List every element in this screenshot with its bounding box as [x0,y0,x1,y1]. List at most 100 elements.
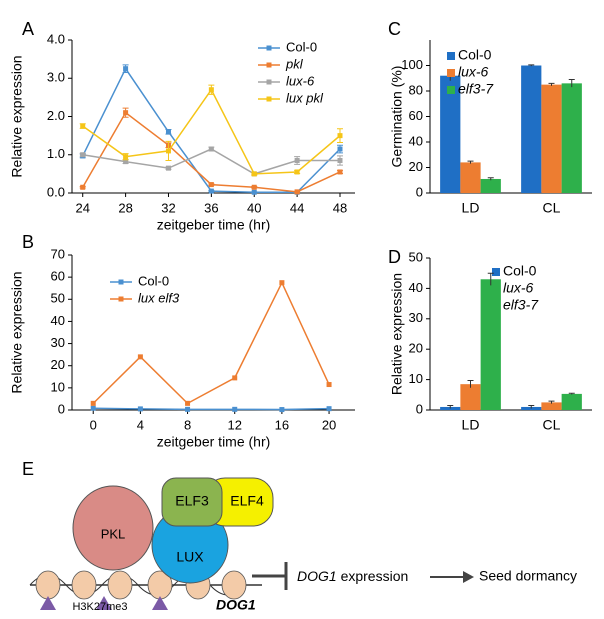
marker [123,159,129,165]
bar [521,65,542,193]
x-tick-label: 16 [275,417,289,432]
legend-marker [266,96,272,102]
marker [123,110,129,116]
y-tick-label: 30 [51,335,65,350]
marker [251,189,257,195]
expression-gene: DOG1 [297,568,337,584]
chart: A Relative expression 0.0 1.0 2.0 3.0 4.0 24 28 3… [9,19,355,233]
marker [251,184,257,190]
marker [80,123,86,129]
legend-swatch [492,302,500,310]
error-bar [467,380,474,388]
x-tick-label: LD [462,417,480,433]
marker [294,169,300,175]
marker [185,400,191,406]
y-tick-label: 100 [401,57,423,72]
legend-swatch [492,268,500,276]
legend-label: lux elf3 [138,290,180,305]
error-bar [467,160,474,164]
legend-marker [118,279,124,285]
x-tick-label: 48 [333,200,347,215]
bar [541,402,562,410]
marker [165,165,171,171]
y-tick-label: 0.0 [47,184,65,199]
marker [208,182,214,188]
elf4-label: ELF4 [230,493,264,509]
x-tick-label: 20 [322,417,336,432]
histone-mark [40,596,56,610]
error-bar [548,400,555,404]
y-axis-label: Relative expression [9,271,25,393]
marker [90,400,96,406]
marker [251,171,257,177]
y-tick-label: 3.0 [47,70,65,85]
chart: D Relative expression 0 10 20 30 40 50 LD CL Col-0… [388,247,592,433]
bar [480,279,501,410]
x-tick-label: 36 [204,200,218,215]
error-bar [447,404,454,409]
marker [208,146,214,152]
mark-label: H3K27me3 [72,601,127,613]
bar [561,393,582,410]
y-tick-label: 40 [51,313,65,328]
pkl-label: PKL [101,526,126,541]
chart: C Germination (%) 0 20 40 60 80 100 LD CL Col-0lux… [388,19,592,216]
x-tick-label: CL [543,417,561,433]
gene-label: DOG1 [216,597,256,613]
x-tick-label: 4 [137,417,144,432]
panel-label: B [22,232,34,252]
y-tick-label: 0 [416,184,423,199]
x-tick-label: 24 [75,200,89,215]
legend-label: lux pkl [286,90,324,105]
y-tick-label: 70 [51,246,65,261]
y-axis-label: Germination (%) [389,66,405,168]
lux-label: LUX [176,549,204,565]
y-axis-label: Relative expression [389,273,405,395]
bar [460,162,481,193]
panel-label: A [22,19,34,39]
legend-label: Col-0 [458,47,492,63]
y-axis-label: Relative expression [9,55,25,177]
histone-mark [152,596,168,610]
marker [123,154,129,160]
error-bar [487,177,494,181]
y-tick-label: 40 [409,280,423,295]
y-tick-label: 20 [409,341,423,356]
marker [337,133,343,139]
legend-marker [118,296,124,302]
error-bar [548,82,555,86]
y-tick-label: 0 [416,401,423,416]
x-tick-label: 28 [118,200,132,215]
marker [337,146,343,152]
histone-mark [96,596,112,610]
x-axis-label: zeitgeber time (hr) [157,434,271,450]
marker [326,382,332,388]
outcome-label: Seed dormancy [479,568,577,584]
pkl-protein [72,485,154,571]
bar [480,178,501,193]
x-tick-label: 40 [247,200,261,215]
legend-marker [266,62,272,68]
diagram: E PKL LUX ELF3 ELF4 H3K27me3 DOG1 DOG1 e… [22,459,577,613]
marker [80,152,86,158]
marker [185,406,191,412]
error-bar [528,404,535,409]
marker [208,188,214,194]
marker [232,406,238,412]
y-tick-label: 50 [51,291,65,306]
error-bar [528,64,535,67]
legend-marker [266,45,272,51]
legend-label: elf3-7 [503,297,539,313]
legend-label: Col-0 [138,273,169,288]
expression-label: DOG1 expression [297,568,408,584]
bar [561,83,582,193]
y-tick-label: 60 [51,269,65,284]
y-tick-label: 4.0 [47,31,65,46]
line [82,111,341,193]
legend-label: lux-6 [503,280,534,296]
y-tick-label: 30 [409,310,423,325]
elf3-protein [161,477,223,527]
y-tick-label: 60 [409,108,423,123]
marker [294,189,300,195]
